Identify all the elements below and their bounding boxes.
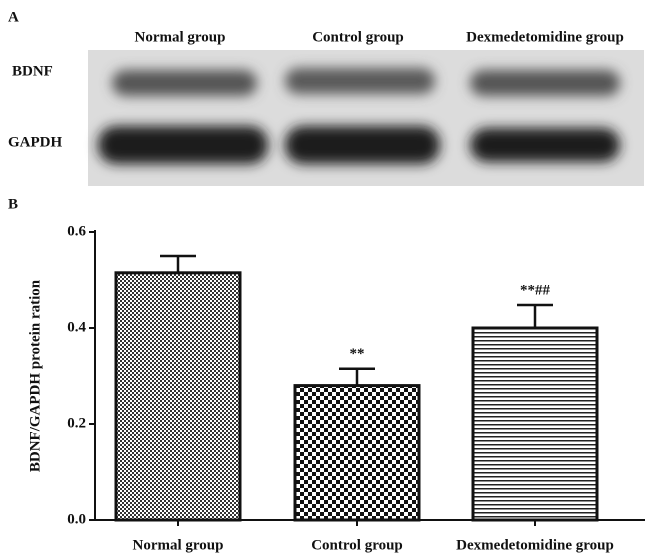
- bar: [295, 386, 419, 520]
- y-tick-label: 0.0: [67, 511, 86, 527]
- panel-label: A: [8, 9, 19, 25]
- x-tick-label: Normal group: [133, 537, 224, 553]
- significance-label: **: [350, 346, 365, 362]
- column-label: Control group: [312, 29, 404, 45]
- bar: [116, 273, 240, 520]
- column-label: Dexmedetomidine group: [466, 29, 624, 45]
- y-tick-label: 0.2: [67, 415, 86, 431]
- significance-label: **##: [520, 282, 551, 298]
- panel-label: B: [8, 196, 18, 212]
- bar: [473, 328, 597, 520]
- row-label: GAPDH: [8, 134, 62, 150]
- x-tick-label: Control group: [311, 537, 403, 553]
- x-tick-label: Dexmedetomidine group: [456, 537, 614, 553]
- y-tick-label: 0.4: [67, 319, 86, 335]
- column-label: Normal group: [135, 29, 226, 45]
- figure: A Normal group Control group Dexmedetomi…: [0, 0, 659, 556]
- y-tick-label: 0.6: [67, 223, 86, 239]
- y-axis-label: BDNF/GAPDH protein ration: [27, 279, 43, 472]
- row-label: BDNF: [12, 63, 53, 79]
